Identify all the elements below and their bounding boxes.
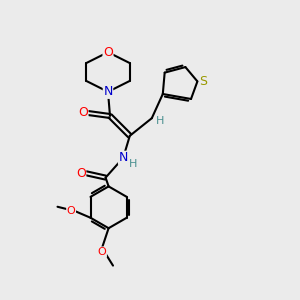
Text: O: O xyxy=(98,247,106,257)
Text: N: N xyxy=(103,85,113,98)
Text: N: N xyxy=(118,151,128,164)
Text: O: O xyxy=(103,46,113,59)
Text: H: H xyxy=(129,159,137,169)
Text: S: S xyxy=(200,75,207,88)
Text: O: O xyxy=(76,167,86,180)
Text: O: O xyxy=(67,206,76,216)
Text: H: H xyxy=(156,116,164,126)
Text: O: O xyxy=(78,106,88,119)
